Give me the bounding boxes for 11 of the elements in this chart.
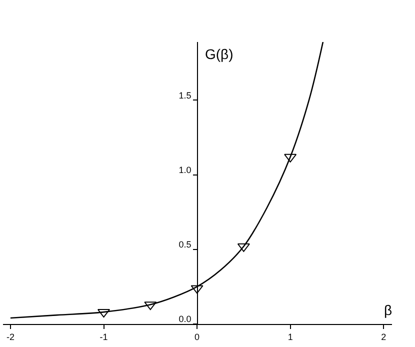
y-tick-label: 1.0 [178, 164, 192, 175]
x-tick-label: -2 [6, 332, 14, 342]
y-tick-label: 0.0 [178, 314, 192, 324]
y-tick-label: 1.5 [178, 90, 192, 100]
x-tick-label: 1 [288, 332, 293, 342]
x-tick-label: -1 [100, 332, 108, 342]
y-tick-label: 0.5 [178, 240, 192, 250]
y-axis-title: G(β) [205, 46, 234, 62]
x-axis-title: β [384, 302, 392, 318]
x-tick-label: 2 [381, 332, 386, 342]
x-tick-label: 0 [194, 332, 200, 342]
